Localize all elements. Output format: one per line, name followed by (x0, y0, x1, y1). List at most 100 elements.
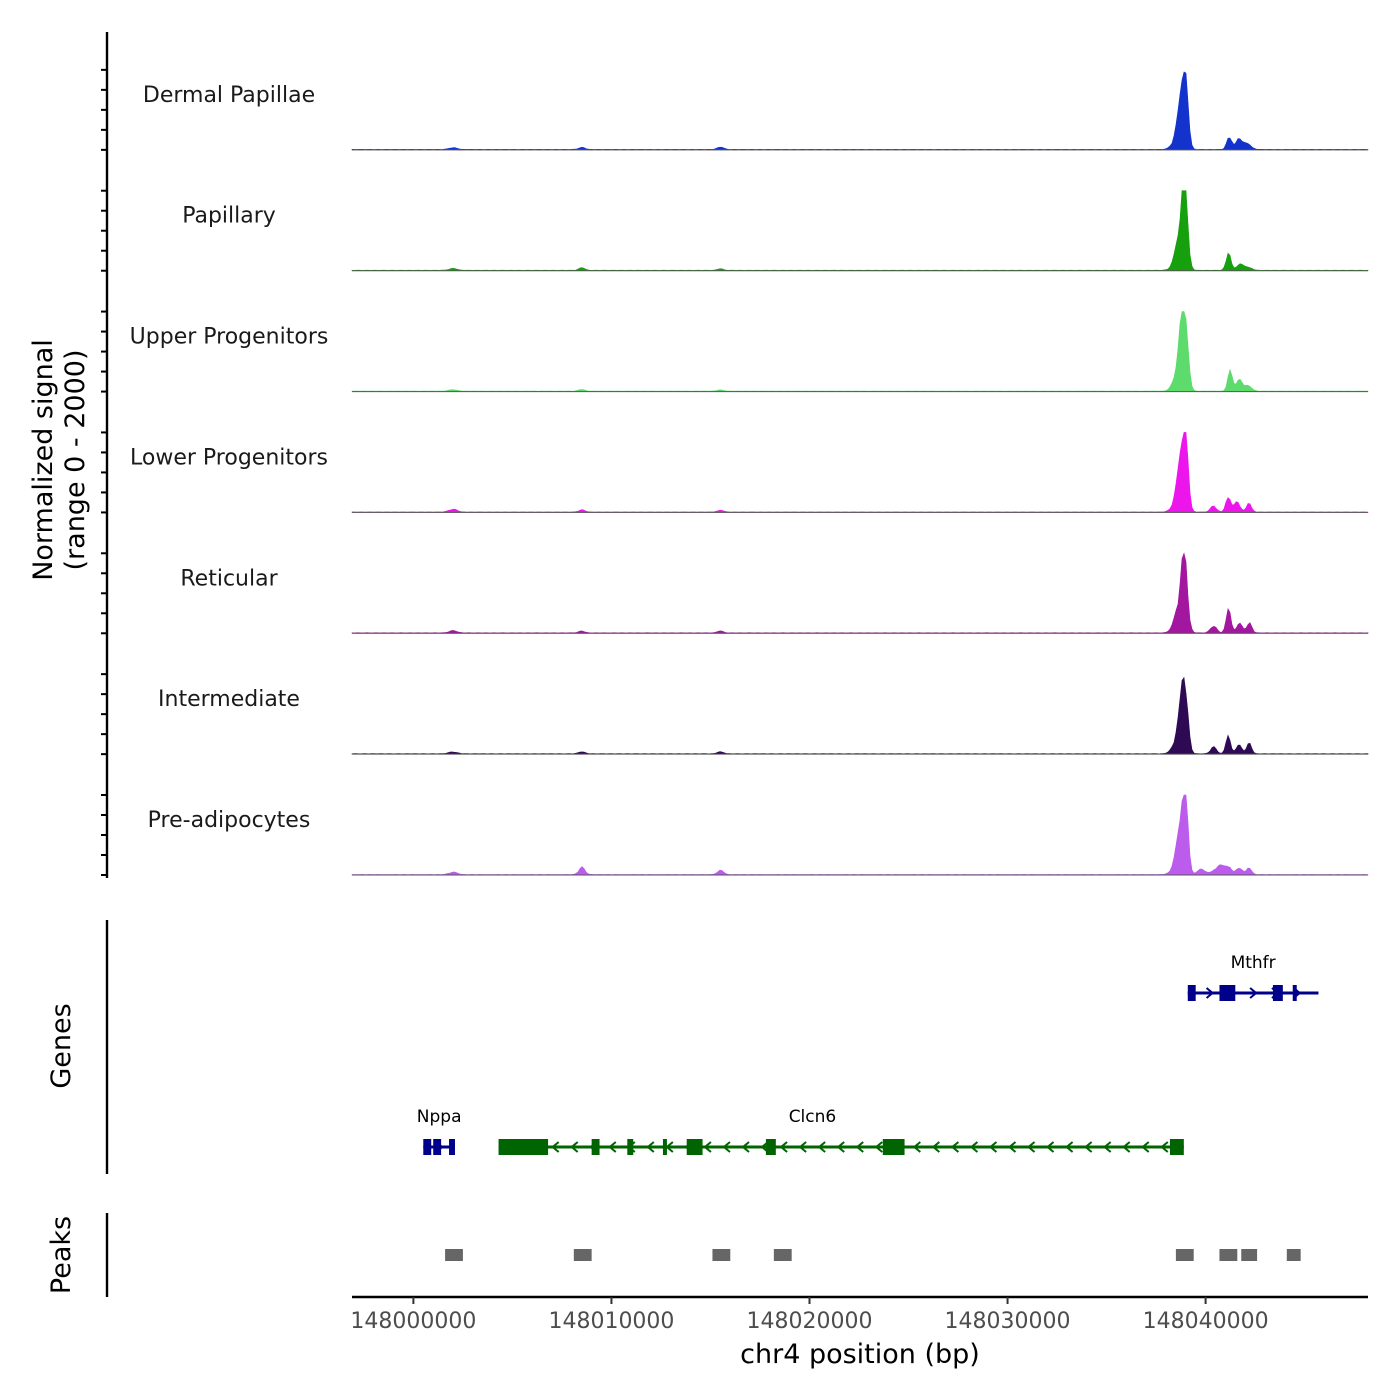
gene-strand-arrow (551, 1141, 560, 1153)
track-label: Lower Progenitors (130, 445, 328, 470)
peak-region (573, 1249, 592, 1261)
gene-exon (1219, 985, 1236, 1001)
gene-exon (686, 1139, 703, 1155)
track-5: Intermediate (158, 676, 1369, 755)
x-tick-label: 148020000 (747, 1309, 873, 1334)
gene-exon (1292, 985, 1297, 1001)
gene-strand-arrow (1007, 1141, 1017, 1153)
gene-exon (765, 1139, 776, 1155)
peak-region (1241, 1249, 1258, 1261)
gene-exon (591, 1139, 600, 1155)
x-tick-label: 148010000 (548, 1309, 674, 1334)
gene-strand-arrow (435, 1141, 444, 1153)
track-6: Pre-adipocytes (148, 794, 1369, 876)
gene-strand-arrow (513, 1141, 522, 1153)
peak-region (1219, 1249, 1238, 1261)
gene-label: Nppa (417, 1107, 462, 1127)
track-1: Papillary (182, 190, 1369, 272)
gene-strand-arrow (1141, 1141, 1150, 1153)
peak-region (773, 1249, 792, 1261)
gene-strand-arrow (1249, 987, 1258, 999)
track-3: Lower Progenitors (130, 432, 1369, 513)
gene-strand-arrow (760, 1141, 769, 1153)
gene-strand-arrow (1084, 1141, 1093, 1153)
x-tick-label: 148030000 (945, 1309, 1071, 1334)
gene-strand-arrow (1271, 987, 1280, 999)
gene-strand-arrow (608, 1141, 617, 1153)
gene-exon (882, 1139, 905, 1155)
peaks-panel-label: Peaks (46, 1216, 77, 1294)
gene-exon (423, 1139, 432, 1155)
gene-strand-arrow (532, 1141, 541, 1153)
peak-region (712, 1249, 731, 1261)
gene-exon (433, 1139, 442, 1155)
x-axis-title: chr4 position (bp) (740, 1339, 980, 1370)
y-axis-title-line1: Normalized signal (28, 339, 59, 581)
track-label: Intermediate (158, 687, 300, 712)
gene-nppa: Nppa (417, 1107, 462, 1155)
gene-strand-arrow (817, 1141, 826, 1153)
gene-strand-arrow (665, 1141, 674, 1153)
gene-strand-arrow (570, 1141, 579, 1153)
track-0: Dermal Papillae (143, 71, 1369, 151)
gene-strand-arrow (1065, 1141, 1074, 1153)
gene-strand-arrow (874, 1141, 883, 1153)
gene-strand-arrow (1026, 1141, 1036, 1153)
peak-region (1175, 1249, 1194, 1261)
gene-strand-arrow (969, 1141, 979, 1153)
gene-strand-arrow (893, 1141, 902, 1153)
gene-clcn6: Clcn6 (498, 1107, 1184, 1155)
gene-strand-arrow (1160, 1141, 1169, 1153)
gene-strand-arrow (836, 1141, 845, 1153)
track-4: Reticular (180, 552, 1369, 634)
gene-exon (498, 1139, 549, 1155)
track-label: Reticular (180, 566, 278, 591)
gene-strand-arrow (1227, 987, 1236, 999)
gene-strand-arrow (855, 1141, 864, 1153)
gene-strand-arrow (627, 1141, 636, 1153)
track-signal-area (351, 552, 1369, 634)
gene-strand-arrow (1122, 1141, 1131, 1153)
x-tick-label: 148040000 (1143, 1309, 1269, 1334)
gene-exon (662, 1139, 667, 1155)
gene-strand-arrow (950, 1141, 960, 1153)
x-tick-label: 148000000 (350, 1309, 476, 1334)
gene-strand-arrow (798, 1141, 807, 1153)
signal-y-axis (101, 32, 109, 878)
gene-strand-arrow (988, 1141, 998, 1153)
genes-panel-label: Genes (46, 1003, 77, 1088)
gene-mthfr: Mthfr (1187, 953, 1319, 1001)
gene-exon (449, 1139, 455, 1155)
peak-regions (445, 1249, 1301, 1261)
gene-annotations: Mthfr Nppa Clcn6 (417, 953, 1319, 1155)
gene-strand-arrow (912, 1141, 921, 1153)
gene-strand-arrow (684, 1141, 693, 1153)
track-label: Papillary (182, 204, 276, 229)
gene-strand-arrow (1205, 987, 1215, 999)
gene-strand-arrow (589, 1141, 598, 1153)
gene-strand-arrow (779, 1141, 788, 1153)
gene-strand-arrow (703, 1141, 712, 1153)
x-axis-ticks: 148000000 148010000 148020000 148030000 1480… (350, 1297, 1269, 1334)
peak-region (445, 1249, 463, 1261)
peak-region (1286, 1249, 1301, 1261)
gene-strand-arrow (1103, 1141, 1112, 1153)
gene-strand-arrow (1293, 987, 1302, 999)
track-2: Upper Progenitors (130, 311, 1369, 393)
gene-strand-arrow (741, 1141, 750, 1153)
gene-strand-arrow (722, 1141, 731, 1153)
gene-label: Clcn6 (789, 1107, 837, 1127)
gene-exon (1187, 985, 1196, 1001)
track-label: Pre-adipocytes (148, 808, 311, 833)
gene-exon (1169, 1139, 1184, 1155)
coverage-tracks: Dermal Papillae Papillary Upper Progenitor… (130, 71, 1369, 876)
y-axis-title-line2: (range 0 - 2000) (60, 350, 91, 571)
track-label: Upper Progenitors (130, 325, 329, 350)
gene-strand-arrow (1046, 1141, 1055, 1153)
gene-strand-arrow (931, 1141, 941, 1153)
gene-label: Mthfr (1231, 953, 1276, 973)
track-label: Dermal Papillae (143, 83, 315, 108)
gene-strand-arrow (646, 1141, 655, 1153)
